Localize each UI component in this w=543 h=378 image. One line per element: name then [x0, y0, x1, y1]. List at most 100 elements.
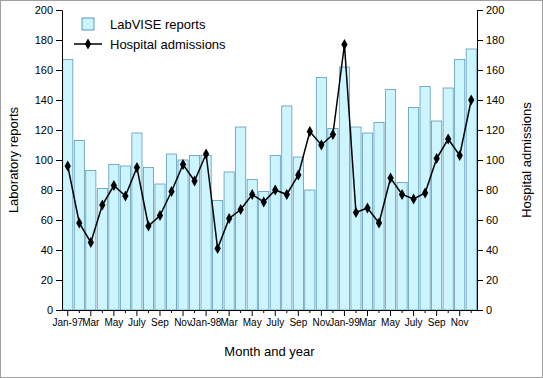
- tick-mark: [56, 250, 62, 251]
- axis-line: [63, 310, 478, 311]
- tick-label: Sep: [151, 317, 169, 328]
- frame: [1, 1, 543, 378]
- tick: [148, 310, 149, 313]
- marker: [261, 197, 267, 208]
- y2-axis: 020406080100120140160180200: [477, 4, 504, 316]
- marker: [387, 173, 393, 184]
- tick-label: Mar: [82, 317, 100, 328]
- legend: LabVISE reportsHospital admissions: [74, 17, 226, 52]
- marker: [168, 186, 174, 197]
- marker: [341, 39, 347, 50]
- marker: [145, 221, 151, 232]
- tick: 60: [477, 214, 498, 226]
- tick: 20: [41, 274, 62, 286]
- tick-mark: [229, 310, 230, 316]
- tick-mark: [298, 310, 299, 316]
- bar: [143, 168, 153, 311]
- tick: [240, 310, 241, 313]
- legend-entry: LabVISE reports: [82, 17, 206, 32]
- tick: [448, 310, 449, 313]
- bar: [236, 127, 246, 310]
- marker: [422, 188, 428, 199]
- tick: 0: [477, 304, 492, 316]
- marker: [434, 153, 440, 164]
- tick-label: Jan-98: [191, 317, 222, 328]
- tick-mark: [477, 250, 483, 251]
- tick-mark: [436, 310, 437, 316]
- marker: [99, 200, 105, 211]
- tick-mark: [367, 310, 368, 316]
- marks: [63, 39, 477, 310]
- bar: [316, 78, 326, 311]
- tick: 200: [477, 4, 504, 16]
- tick: July: [128, 310, 146, 328]
- marker: [468, 95, 474, 106]
- plot: 0204060801001201401601802000204060801001…: [35, 4, 505, 328]
- tick-label: 80: [41, 184, 53, 196]
- tick: [332, 310, 333, 313]
- tick-label: 100: [35, 154, 53, 166]
- tick-mark: [252, 310, 253, 316]
- tick-mark: [402, 310, 403, 313]
- tick-label: July: [128, 317, 146, 328]
- tick-label: Nov: [312, 317, 330, 328]
- tick: 0: [47, 304, 62, 316]
- tick: [402, 310, 403, 313]
- marker: [203, 149, 209, 160]
- tick: 140: [35, 94, 62, 106]
- bar: [259, 192, 269, 311]
- tick: 60: [41, 214, 62, 226]
- tick-label: 180: [35, 34, 53, 46]
- tick-label: 200: [35, 4, 53, 16]
- tick: May: [104, 310, 123, 328]
- y2-axis-title: Hospital admissions: [519, 102, 534, 218]
- tick-label: 160: [35, 64, 53, 76]
- tick: July: [405, 310, 423, 328]
- bar: [97, 189, 107, 311]
- tick: Nov: [312, 310, 330, 328]
- tick-mark: [56, 310, 62, 311]
- bar: [74, 141, 84, 311]
- bar: [270, 156, 280, 311]
- tick-label: 140: [486, 94, 504, 106]
- tick-label: 120: [486, 124, 504, 136]
- marker: [65, 161, 71, 172]
- tick-label: 180: [486, 34, 504, 46]
- tick: 200: [35, 4, 62, 16]
- tick: [309, 310, 310, 313]
- tick-mark: [425, 310, 426, 313]
- bar: [86, 171, 96, 311]
- tick-mark: [459, 310, 460, 316]
- tick-mark: [477, 310, 483, 311]
- tick-label: Sep: [289, 317, 307, 328]
- tick-mark: [332, 310, 333, 313]
- tick-mark: [477, 100, 483, 101]
- tick-mark: [263, 310, 264, 313]
- tick-mark: [56, 190, 62, 191]
- marker: [457, 150, 463, 161]
- tick-mark: [113, 310, 114, 316]
- tick: Mar: [221, 310, 239, 328]
- tick-label: Nov: [174, 317, 192, 328]
- bar: [455, 60, 465, 311]
- tick: Nov: [451, 310, 469, 328]
- tick: May: [243, 310, 262, 328]
- tick: 80: [41, 184, 62, 196]
- line: [68, 45, 471, 249]
- tick-label: 80: [486, 184, 498, 196]
- marker: [284, 189, 290, 200]
- tick-label: 140: [35, 94, 53, 106]
- tick-label: 100: [486, 154, 504, 166]
- tick: [471, 310, 472, 313]
- bar: [385, 90, 395, 311]
- tick-mark: [379, 310, 380, 313]
- bar: [132, 133, 142, 310]
- marker: [111, 180, 117, 191]
- marker: [318, 140, 324, 151]
- y-axis-title: Laboratory reports: [6, 106, 21, 213]
- marker: [249, 189, 255, 200]
- tick-mark: [477, 130, 483, 131]
- marker: [353, 207, 359, 218]
- bar: [109, 165, 119, 311]
- tick-label: 40: [486, 244, 498, 256]
